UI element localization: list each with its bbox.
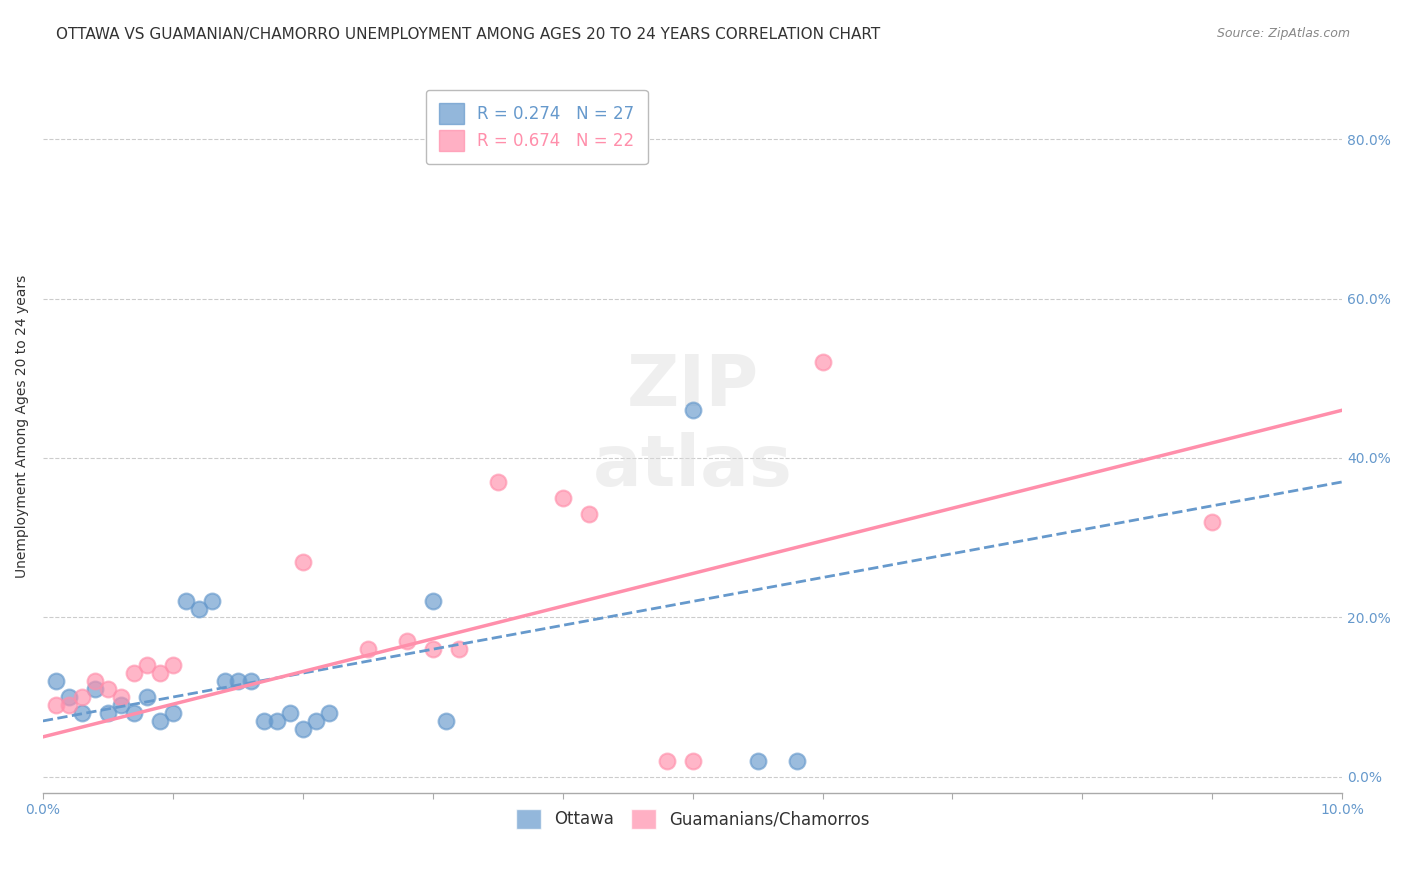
Point bbox=[83, 674, 105, 689]
Point bbox=[70, 690, 93, 704]
Point bbox=[551, 491, 574, 505]
Point bbox=[278, 706, 301, 720]
Point bbox=[291, 555, 314, 569]
Point bbox=[97, 706, 120, 720]
Text: ZIP
atlas: ZIP atlas bbox=[593, 351, 793, 500]
Point bbox=[70, 706, 93, 720]
Point bbox=[174, 594, 197, 608]
Point bbox=[83, 682, 105, 697]
Point bbox=[135, 658, 157, 673]
Point bbox=[45, 674, 67, 689]
Point bbox=[253, 714, 276, 728]
Point bbox=[162, 706, 184, 720]
Point bbox=[239, 674, 262, 689]
Point bbox=[682, 403, 704, 417]
Text: Source: ZipAtlas.com: Source: ZipAtlas.com bbox=[1216, 27, 1350, 40]
Point bbox=[422, 594, 444, 608]
Point bbox=[162, 658, 184, 673]
Point bbox=[266, 714, 288, 728]
Point bbox=[149, 666, 172, 681]
Point bbox=[214, 674, 236, 689]
Point bbox=[357, 642, 380, 657]
Point bbox=[122, 706, 145, 720]
Point bbox=[486, 475, 509, 489]
Point bbox=[291, 722, 314, 736]
Point bbox=[305, 714, 328, 728]
Point bbox=[226, 674, 249, 689]
Y-axis label: Unemployment Among Ages 20 to 24 years: Unemployment Among Ages 20 to 24 years bbox=[15, 275, 30, 578]
Point bbox=[447, 642, 470, 657]
Legend: Ottawa, Guamanians/Chamorros: Ottawa, Guamanians/Chamorros bbox=[509, 802, 876, 836]
Point bbox=[786, 754, 808, 768]
Point bbox=[58, 698, 80, 712]
Point bbox=[682, 754, 704, 768]
Point bbox=[187, 602, 209, 616]
Point bbox=[45, 698, 67, 712]
Point bbox=[318, 706, 340, 720]
Point bbox=[58, 690, 80, 704]
Text: OTTAWA VS GUAMANIAN/CHAMORRO UNEMPLOYMENT AMONG AGES 20 TO 24 YEARS CORRELATION : OTTAWA VS GUAMANIAN/CHAMORRO UNEMPLOYMEN… bbox=[56, 27, 880, 42]
Point bbox=[422, 642, 444, 657]
Point bbox=[747, 754, 769, 768]
Point bbox=[395, 634, 418, 648]
Point bbox=[578, 507, 600, 521]
Point bbox=[135, 690, 157, 704]
Point bbox=[110, 698, 132, 712]
Point bbox=[1201, 515, 1223, 529]
Point bbox=[655, 754, 678, 768]
Point bbox=[110, 690, 132, 704]
Point bbox=[811, 355, 834, 369]
Point bbox=[97, 682, 120, 697]
Point bbox=[201, 594, 224, 608]
Point bbox=[149, 714, 172, 728]
Point bbox=[122, 666, 145, 681]
Point bbox=[434, 714, 457, 728]
